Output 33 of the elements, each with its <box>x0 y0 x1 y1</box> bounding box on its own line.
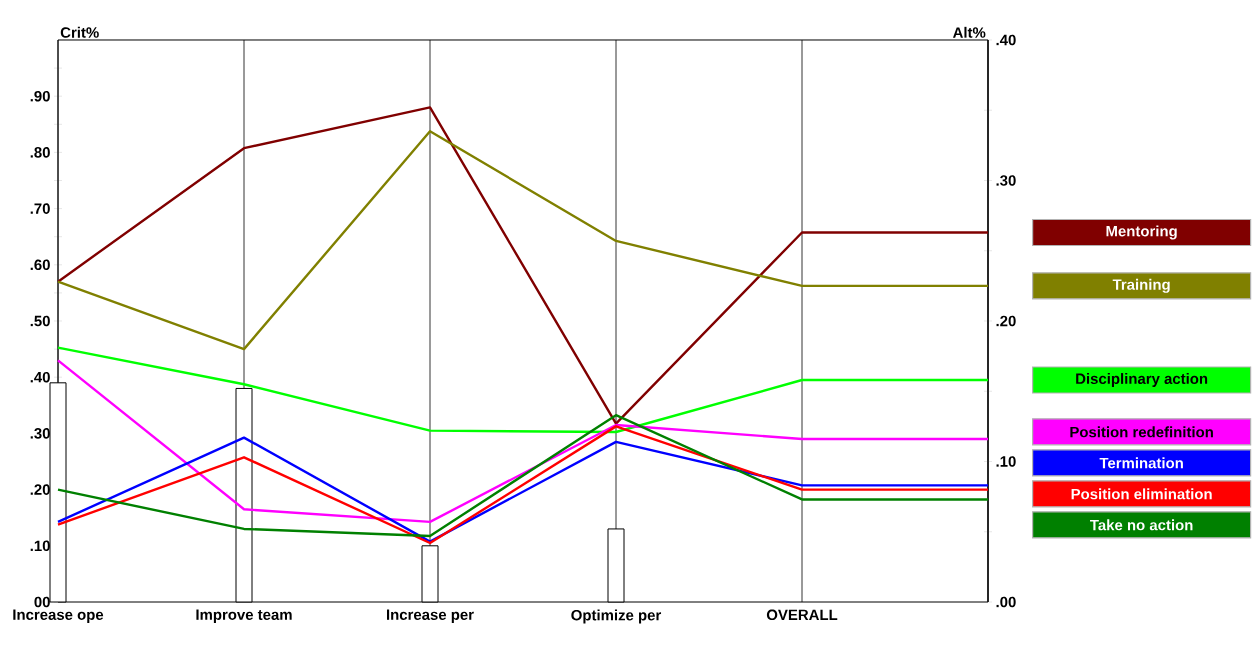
y-tick-label: .50 <box>30 315 50 327</box>
y-tick-label: .90 <box>30 90 50 102</box>
y-tick-label: 00 <box>34 596 50 608</box>
text: Position redefinition <box>1070 426 1213 438</box>
y-tick-label: .40 <box>30 371 50 383</box>
y-axis-title: Crit% <box>60 26 99 38</box>
text: Position elimination <box>1071 488 1212 500</box>
text: Take no action <box>1090 519 1193 531</box>
x-tick-label: Optimize per <box>571 609 662 624</box>
y2-tick-label: .40 <box>996 34 1016 46</box>
y-tick-label: .20 <box>30 484 50 495</box>
y-tick-label: .60 <box>30 259 50 271</box>
y2-axis-title: Alt% <box>952 26 986 38</box>
x-tick-label: Increase ope <box>13 609 104 623</box>
text: Mentoring <box>1106 225 1177 240</box>
text: Training <box>1112 278 1170 293</box>
x-tick-label: Improve team <box>196 609 292 623</box>
y-tick-label: .10 <box>30 540 50 552</box>
y-tick-label: .30 <box>30 428 50 439</box>
y2-tick-label: .10 <box>996 456 1016 467</box>
y2-tick-label: .30 <box>996 175 1016 186</box>
text: Termination <box>1099 457 1183 469</box>
line-series <box>56 106 990 425</box>
y-tick-label: .80 <box>30 147 50 158</box>
x-tick-label: OVERALL <box>766 609 838 621</box>
y2-tick-label: .20 <box>996 315 1016 327</box>
line-series <box>56 346 990 434</box>
y-tick-label: .70 <box>30 203 50 214</box>
text: Disciplinary action <box>1076 373 1208 387</box>
line-series <box>56 130 990 351</box>
line-series <box>56 359 990 524</box>
x-tick-label: Increase per <box>386 609 474 623</box>
y2-tick-label: .00 <box>996 596 1016 608</box>
